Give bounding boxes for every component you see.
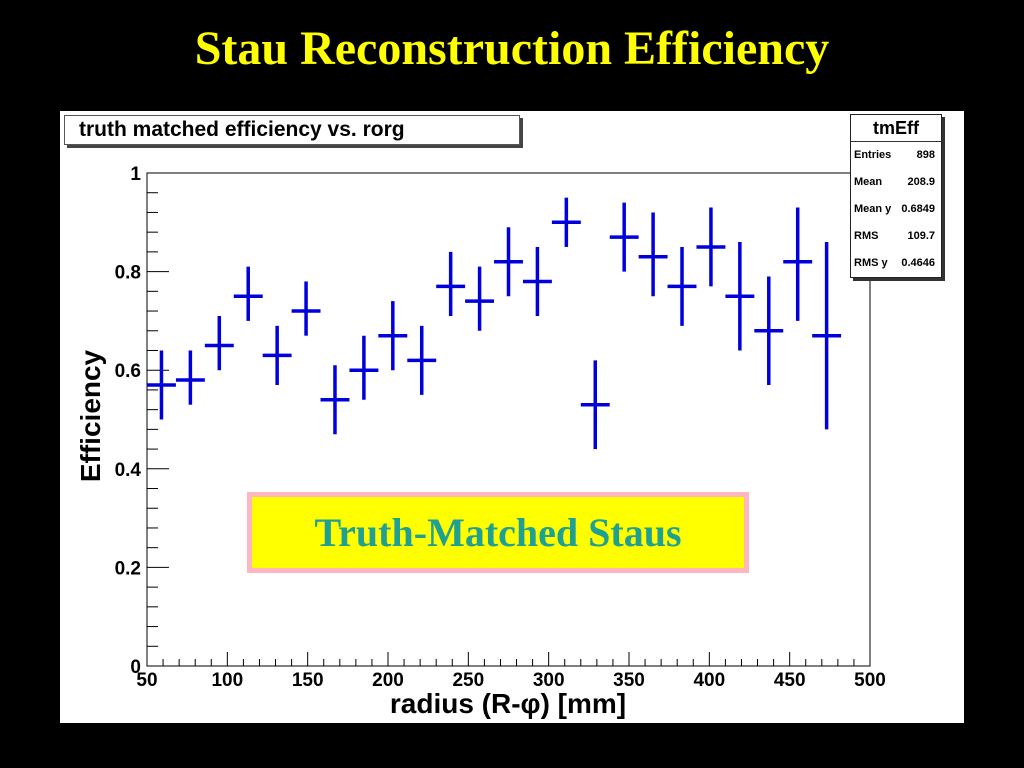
x-tick-label: 500 bbox=[854, 670, 886, 691]
x-axis-label: radius (R-φ) [mm] bbox=[390, 688, 626, 719]
stats-value: 898 bbox=[916, 149, 935, 161]
stats-value: 0.4646 bbox=[901, 257, 935, 269]
x-tick-label: 350 bbox=[613, 670, 645, 691]
y-tick-label: 1 bbox=[130, 164, 141, 185]
histogram-title: truth matched efficiency vs. rorg bbox=[64, 115, 520, 145]
stats-row: Entries 898 bbox=[851, 142, 941, 169]
data-marks bbox=[147, 197, 842, 450]
data-point bbox=[147, 350, 176, 420]
data-point bbox=[320, 365, 350, 435]
y-tick-label: 0.2 bbox=[115, 558, 141, 579]
data-point bbox=[609, 202, 639, 272]
data-point bbox=[725, 242, 755, 351]
stats-row: Mean y 0.6849 bbox=[851, 196, 941, 223]
data-point bbox=[638, 212, 668, 297]
data-point bbox=[175, 350, 205, 405]
data-point bbox=[494, 227, 523, 297]
data-point bbox=[233, 266, 263, 321]
data-point bbox=[812, 242, 842, 430]
x-tick-label: 200 bbox=[372, 670, 404, 691]
data-point bbox=[696, 207, 726, 287]
stats-label: RMS bbox=[854, 230, 879, 242]
stats-label: Mean y bbox=[854, 203, 892, 215]
y-tick-label: 0.6 bbox=[115, 361, 141, 382]
data-point bbox=[436, 251, 466, 316]
data-point bbox=[580, 360, 610, 450]
y-tick-label: 0.4 bbox=[115, 460, 142, 481]
x-tick-label: 50 bbox=[136, 670, 157, 691]
y-tick-label: 0.8 bbox=[115, 263, 141, 284]
y-axis-label: Efficiency bbox=[75, 349, 106, 482]
stats-value: 208.9 bbox=[907, 176, 935, 188]
data-point bbox=[667, 246, 697, 326]
slide-title: Stau Reconstruction Efficiency bbox=[194, 22, 830, 75]
x-tick-label: 100 bbox=[211, 670, 243, 691]
x-tick-label: 250 bbox=[452, 670, 484, 691]
stats-value: 109.7 bbox=[907, 230, 935, 242]
stats-label: Mean bbox=[854, 176, 883, 188]
plot-frame bbox=[146, 172, 871, 667]
data-point bbox=[754, 276, 784, 385]
data-point bbox=[291, 281, 321, 336]
x-tick-label: 450 bbox=[774, 670, 806, 691]
data-point bbox=[349, 335, 379, 400]
stats-name: tmEff bbox=[851, 115, 941, 142]
stats-row: RMS y 0.4646 bbox=[851, 250, 941, 277]
stats-label: Entries bbox=[854, 149, 892, 161]
stats-row: Mean 208.9 bbox=[851, 169, 941, 196]
stats-value: 0.6849 bbox=[901, 203, 935, 215]
y-tick-label: 0 bbox=[130, 657, 141, 678]
data-point bbox=[465, 266, 495, 331]
stats-label: RMS y bbox=[854, 257, 888, 269]
data-point bbox=[262, 325, 292, 385]
callout-text: Truth-Matched Staus bbox=[252, 497, 744, 568]
data-point bbox=[204, 315, 234, 371]
x-tick-label: 150 bbox=[292, 670, 324, 691]
data-point bbox=[551, 197, 581, 247]
x-tick-label: 400 bbox=[693, 670, 725, 691]
data-point bbox=[407, 325, 437, 395]
data-point bbox=[783, 207, 813, 321]
x-tick-label: 300 bbox=[533, 670, 565, 691]
stats-box: tmEff Entries 898 Mean 208.9 Mean y 0.6849 … bbox=[850, 114, 942, 278]
data-point bbox=[522, 246, 552, 316]
data-point bbox=[378, 301, 408, 371]
callout-box: Truth-Matched Staus bbox=[247, 492, 749, 573]
stats-row: RMS 109.7 bbox=[851, 223, 941, 250]
plot-canvas: 0 0.2 0.4 0.6 0.8 1 50 100 150 200 250 300 350 400 450… bbox=[60, 111, 964, 723]
